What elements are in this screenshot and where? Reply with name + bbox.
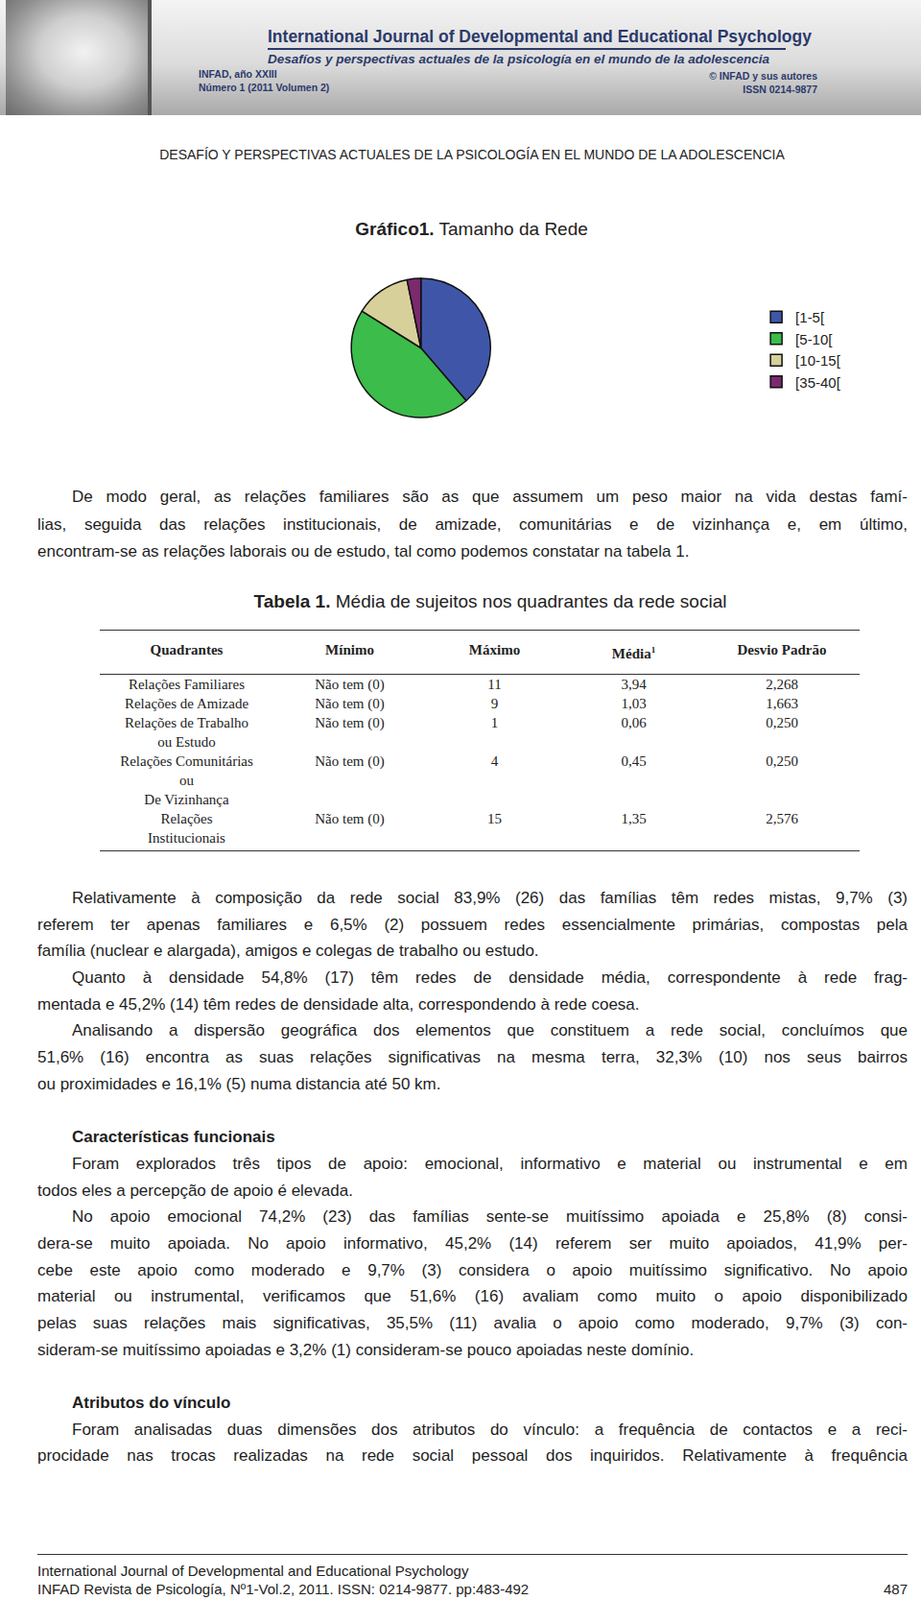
- svg-text:Gráfico1. Tamanho da Rede: Gráfico1. Tamanho da Rede: [354, 218, 589, 239]
- html-text:referem ter apenas familiares: referem ter apenas familiares e 6,5% (2)…: [37, 914, 908, 934]
- html-text:International Journal of Devel: International Journal of Developmental a…: [267, 26, 812, 47]
- html-text:15: 15: [487, 810, 502, 827]
- html-text:487: 487: [883, 1580, 908, 1597]
- html-text:Relações Comunitárias: Relações Comunitárias: [120, 753, 254, 769]
- html-text:2,268: 2,268: [765, 676, 799, 692]
- html-text:11: 11: [487, 676, 502, 692]
- html-text:Relativamente à composição da: Relativamente à composição da rede socia…: [71, 888, 908, 907]
- html-text:Não tem (0): Não tem (0): [314, 695, 385, 711]
- html-text:todos eles a percepção de apoi: todos eles a percepção de apoio é elevad…: [37, 1180, 353, 1199]
- html-text:De modo geral, as relações fam: De modo geral, as relações familiares sã…: [71, 487, 908, 506]
- html-text:Não tem (0): Não tem (0): [314, 810, 385, 827]
- html-text:dera-se muito apoiada. No apoi: dera-se muito apoiada. No apoio informat…: [37, 1233, 908, 1252]
- html-text:Média1: Média1: [611, 644, 656, 662]
- html-text:Não tem (0): Não tem (0): [314, 714, 385, 731]
- html-text:Foram explorados três tipos de: Foram explorados três tipos de apoio: em…: [71, 1154, 908, 1173]
- html-text:0,06: 0,06: [621, 714, 647, 731]
- html-text:sideram-se muitíssimo apoiadas: sideram-se muitíssimo apoiadas e 3,2% (1…: [37, 1339, 694, 1359]
- html-text:1,35: 1,35: [621, 810, 647, 827]
- svg-text:[1-5[: [1-5[: [795, 308, 826, 326]
- html-text:1,663: 1,663: [765, 695, 799, 711]
- html-text:Mínimo: Mínimo: [325, 641, 375, 658]
- html-text:Máximo: Máximo: [468, 641, 521, 658]
- html-text:© INFAD y sus autores: © INFAD y sus autores: [709, 70, 818, 82]
- html-text:0,250: 0,250: [765, 753, 799, 769]
- html-text:Quanto à densidade 54,8% (17): Quanto à densidade 54,8% (17) têm redes …: [71, 968, 908, 987]
- html-text:ou proximidades e 16,1% (5) nu: ou proximidades e 16,1% (5) numa distanc…: [37, 1074, 441, 1093]
- html-text:família (nuclear e alargada),: família (nuclear e alargada), amigos e c…: [37, 941, 539, 960]
- html-text:0,45: 0,45: [621, 753, 647, 769]
- html-text:4: 4: [491, 753, 499, 769]
- html-text:ISSN 0214-9877: ISSN 0214-9877: [742, 83, 818, 95]
- html-text:9: 9: [491, 695, 499, 711]
- html-text:De Vizinhança: De Vizinhança: [144, 791, 230, 807]
- html-text:Analisando a dispersão geográf: Analisando a dispersão geográfica dos el…: [71, 1021, 908, 1040]
- html-text:Não tem (0): Não tem (0): [314, 753, 385, 769]
- html-text:1: 1: [491, 714, 499, 731]
- html-text:International Journal of Devel: International Journal of Developmental a…: [37, 1561, 469, 1579]
- html-text:Desvio Padrão: Desvio Padrão: [737, 641, 827, 658]
- html-text:procidade nas trocas realizada: procidade nas trocas realizadas na rede …: [37, 1446, 908, 1465]
- html-text:cebe este apoio como moderado: cebe este apoio como moderado e 9,7% (3)…: [37, 1260, 908, 1279]
- html-text:Atributos do vínculo: Atributos do vínculo: [71, 1393, 231, 1412]
- html-text:Número 1 (2011 Volumen 2): Número 1 (2011 Volumen 2): [198, 81, 330, 94]
- html-text:material ou instrumental, veri: material ou instrumental, verificamos qu…: [37, 1286, 908, 1306]
- html-text:ou Estudo: ou Estudo: [157, 733, 216, 750]
- html-text:3,94: 3,94: [621, 676, 647, 692]
- html-text:Relações de Trabalho: Relações de Trabalho: [124, 714, 249, 731]
- html-text:1,03: 1,03: [621, 695, 647, 711]
- html-text:pelas suas relações mais signi: pelas suas relações mais significativas,…: [37, 1313, 908, 1332]
- html-text:Características funcionais: Características funcionais: [71, 1127, 276, 1146]
- html-text:No apoio emocional 74,2% (23): No apoio emocional 74,2% (23) das famíli…: [71, 1207, 908, 1226]
- svg-text:[10-15[: [10-15[: [795, 352, 842, 369]
- svg-text:[5-10[: [5-10[: [795, 330, 833, 348]
- html-text:Relações de Amizade: Relações de Amizade: [124, 695, 249, 711]
- html-text:DESAFÍO Y PERSPECTIVAS ACTUALE: DESAFÍO Y PERSPECTIVAS ACTUALES DE LA PS…: [159, 146, 785, 163]
- html-text:Foram analisadas duas dimensõe: Foram analisadas duas dimensões dos atri…: [71, 1419, 908, 1438]
- svg-text:[35-40[: [35-40[: [795, 374, 842, 391]
- html-text:Institucionais: Institucionais: [147, 829, 226, 846]
- html-text:INFAD Revista de Psicología, N: INFAD Revista de Psicología, Nº1-Vol.2, …: [37, 1580, 529, 1597]
- html-text:lias, seguida das relações ins: lias, seguida das relações institucionai…: [37, 514, 908, 533]
- html-text:51,6% (16) encontra as suas re: 51,6% (16) encontra as suas relações sig…: [37, 1047, 908, 1066]
- html-text:Relações: Relações: [160, 810, 213, 827]
- html-text:INFAD, año XXIII: INFAD, año XXIII: [198, 68, 277, 80]
- html-text:encontram-se as relações labor: encontram-se as relações laborais ou de …: [37, 542, 690, 561]
- html-text:ou: ou: [179, 772, 194, 788]
- html-text:mentada e 45,2% (14) têm redes: mentada e 45,2% (14) têm redes de densid…: [37, 994, 640, 1013]
- html-text:2,576: 2,576: [765, 810, 799, 827]
- html-text:0,250: 0,250: [765, 714, 799, 731]
- html-text:Não tem (0): Não tem (0): [314, 676, 385, 692]
- html-text:Tabela 1. Média de sujeitos no: Tabela 1. Média de sujeitos nos quadrant…: [253, 590, 727, 612]
- html-text:Quadrantes: Quadrantes: [150, 641, 223, 658]
- html-text:Desafíos y perspectivas actual: Desafíos y perspectivas actuales de la p…: [267, 51, 770, 67]
- html-text:Relações Familiares: Relações Familiares: [128, 676, 245, 692]
